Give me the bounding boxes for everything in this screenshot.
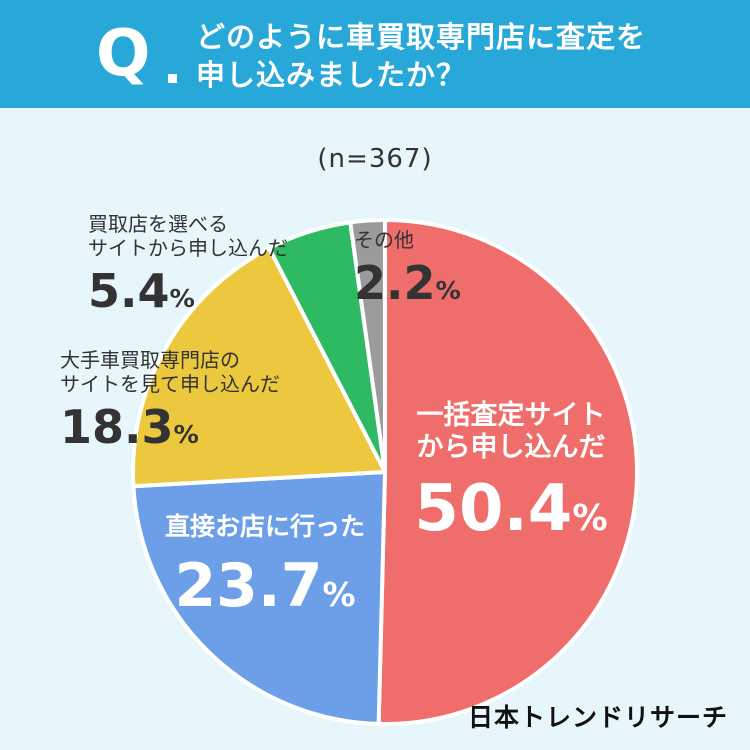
slice-value-number: 2.2 [354, 256, 436, 310]
question-title-line1: どのように車買取専門店に査定を [196, 20, 647, 54]
brand-logo: 日本トレンドリサーチ [467, 703, 728, 732]
slice-label-major-dealer-site: 大手車買取専門店の サイトを見て申し込んだ 18.3% [60, 348, 280, 455]
slice-label-choose-dealer-site: 買取店を選べる サイトから申し込んだ 5.4% [88, 212, 288, 319]
slice-online-bulk-assessment [376, 218, 639, 726]
slice-value: 2.2% [354, 256, 461, 311]
question-title: どのように車買取専門店に査定を 申し込みましたか？ [196, 18, 716, 94]
question-header: Q どのように車買取専門店に査定を 申し込みましたか？ [0, 0, 750, 108]
slice-value-number: 18.3 [60, 400, 174, 454]
slice-major-dealer-site [131, 246, 387, 489]
slice-name-line2: サイトから申し込んだ [88, 236, 288, 260]
slice-label-direct-visit: 直接お店に行った 23.7% [150, 512, 380, 622]
slice-value-unit: % [572, 497, 608, 539]
slice-name-line2: から申し込んだ [416, 432, 606, 464]
slice-value: 50.4% [400, 471, 622, 548]
slice-value-number: 23.7 [174, 551, 323, 621]
slice-name-line1: 直接お店に行った [164, 512, 365, 541]
q-dot-icon [168, 74, 177, 83]
slice-value: 23.7% [150, 550, 380, 622]
slice-name-line1: その他 [354, 228, 414, 252]
slice-value-unit: % [169, 284, 195, 313]
slice-value-unit: % [322, 575, 356, 614]
slice-value-number: 5.4 [88, 264, 170, 318]
slice-value-unit: % [173, 420, 199, 449]
sample-size: (n=367) [317, 144, 433, 174]
q-icon: Q [96, 17, 151, 91]
slice-value-number: 50.4 [414, 471, 573, 546]
slice-direct-visit [131, 470, 387, 726]
slice-value-unit: % [435, 276, 461, 305]
slice-name-line1: 大手車買取専門店の [60, 348, 240, 372]
slice-value: 18.3% [60, 400, 280, 455]
slice-label-online-bulk-assessment: 一括査定サイト から申し込んだ 50.4% [400, 400, 622, 548]
slice-label-other: その他 2.2% [354, 228, 461, 311]
slice-name-line2: サイトを見て申し込んだ [60, 372, 280, 396]
slice-other [348, 218, 387, 474]
slice-value: 5.4% [88, 264, 288, 319]
question-title-line2: 申し込みましたか？ [196, 58, 467, 92]
slice-name-line1: 買取店を選べる [88, 212, 228, 236]
slice-name-line1: 一括査定サイト [416, 400, 606, 431]
